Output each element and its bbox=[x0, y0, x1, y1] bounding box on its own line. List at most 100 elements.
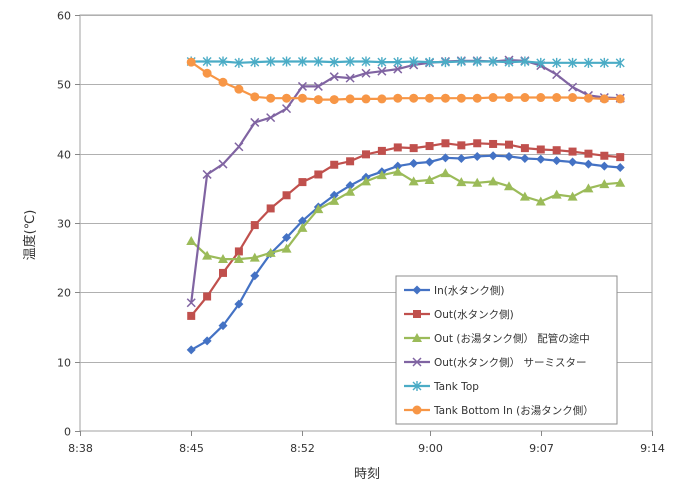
series-4-point bbox=[186, 298, 196, 308]
series-1-point bbox=[552, 156, 562, 166]
series-1-point bbox=[282, 233, 292, 243]
series-6-point bbox=[250, 92, 260, 102]
series-3-point bbox=[313, 204, 324, 214]
legend-swatch-marker bbox=[412, 285, 422, 295]
series-2-point bbox=[282, 191, 291, 200]
legend-swatch-marker bbox=[412, 381, 422, 391]
series-2-point bbox=[219, 268, 227, 277]
series-4-point bbox=[393, 64, 403, 74]
series-6-point bbox=[536, 93, 546, 103]
series-4-point bbox=[313, 81, 323, 91]
series-4-point bbox=[345, 73, 355, 83]
series-6-point bbox=[504, 93, 514, 103]
series-5-point bbox=[568, 57, 578, 68]
series-5-point bbox=[329, 57, 339, 68]
series-3-point bbox=[281, 243, 292, 253]
series-1-point bbox=[472, 151, 482, 161]
series-6-point bbox=[393, 93, 403, 103]
series-6-point bbox=[282, 93, 292, 103]
series-6-point bbox=[234, 84, 244, 94]
series-5-line bbox=[191, 60, 621, 64]
series-2-point bbox=[584, 149, 593, 158]
series-2-point bbox=[298, 178, 307, 187]
series-2-point bbox=[568, 147, 577, 156]
series-5-point bbox=[583, 57, 593, 68]
series-6-point bbox=[218, 77, 228, 87]
y-tick-label: 60 bbox=[57, 10, 71, 23]
series-2-point bbox=[330, 160, 339, 169]
series-3-point bbox=[233, 254, 244, 264]
series-1-point bbox=[345, 181, 355, 191]
series-1-point bbox=[488, 151, 498, 161]
series-5-point bbox=[456, 56, 466, 67]
series-2-point bbox=[600, 151, 609, 160]
series-2-point bbox=[520, 144, 529, 153]
series-2-point bbox=[393, 143, 402, 152]
series-6-point bbox=[297, 93, 307, 103]
series-6-line bbox=[190, 61, 621, 101]
series-5-point bbox=[552, 57, 562, 68]
series-5-point bbox=[472, 56, 482, 67]
series-1-point bbox=[568, 157, 578, 167]
y-tick-label: 50 bbox=[57, 79, 71, 92]
y-tick-label: 20 bbox=[57, 287, 71, 300]
series-5-point bbox=[599, 57, 609, 68]
series-2-point bbox=[505, 140, 513, 149]
series-4-point bbox=[266, 113, 276, 123]
series-3-point bbox=[345, 186, 356, 196]
y-tick-label: 40 bbox=[57, 149, 71, 162]
series-5-point bbox=[377, 57, 387, 68]
series-3-point bbox=[392, 166, 403, 176]
series-2-point bbox=[362, 150, 370, 159]
x-tick-label: 9:07 bbox=[529, 442, 554, 455]
series-6-point bbox=[520, 93, 530, 103]
series-5-point bbox=[218, 56, 228, 67]
series-5-point bbox=[266, 56, 276, 67]
x-tick-label: 9:00 bbox=[418, 442, 443, 455]
y-tick-label: 10 bbox=[57, 357, 71, 370]
series-6-point bbox=[472, 93, 482, 103]
series-5-point bbox=[361, 56, 371, 67]
series-1-point bbox=[297, 216, 307, 226]
series-1-point bbox=[536, 154, 546, 164]
series-3-point bbox=[472, 177, 483, 187]
series-2-point bbox=[552, 146, 561, 155]
series-2-point bbox=[203, 292, 212, 301]
series-3-line bbox=[190, 170, 621, 261]
series-6-point bbox=[345, 94, 355, 104]
series-3-point bbox=[504, 181, 514, 191]
legend: In(水タンク側) Out(水タンク側) Out (お湯タンク側） 配管の途中 Out… bbox=[395, 275, 618, 425]
series-3-point bbox=[599, 179, 610, 189]
series-4-point bbox=[218, 159, 228, 169]
series-2-point bbox=[314, 170, 323, 179]
series-6-point bbox=[583, 93, 593, 103]
series-2-point bbox=[536, 145, 545, 154]
y-tick-label: 0 bbox=[64, 426, 71, 439]
series-1-point bbox=[409, 158, 419, 168]
legend-swatch-marker bbox=[412, 333, 422, 342]
series-3-point bbox=[329, 195, 340, 205]
series-4-point bbox=[234, 142, 244, 152]
series-2-point bbox=[187, 311, 196, 320]
series-2-point bbox=[489, 139, 498, 148]
series-1-point bbox=[393, 161, 403, 171]
series-5 bbox=[186, 56, 625, 68]
legend-entry-label: Out(水タンク側) bbox=[434, 308, 514, 321]
series-6-point bbox=[361, 94, 371, 104]
series-2-point bbox=[441, 139, 450, 148]
x-tick-label: 8:52 bbox=[290, 442, 315, 455]
series-6-point bbox=[552, 93, 562, 103]
series-5-point bbox=[313, 56, 323, 67]
x-tick-label: 9:14 bbox=[640, 442, 665, 455]
series-lines bbox=[186, 55, 626, 355]
series-3-point bbox=[567, 191, 578, 201]
series-2-point bbox=[346, 157, 355, 166]
series-4-point bbox=[297, 81, 307, 91]
axes: 0 10 20 30 40 50 60 8:38 8:45 8:52 9:00 9:07 9:14 bbox=[57, 10, 665, 456]
series-3-point bbox=[361, 176, 371, 186]
series-6-point bbox=[313, 95, 323, 105]
series-6-point bbox=[456, 93, 466, 103]
series-2-point bbox=[473, 139, 482, 148]
series-1-point bbox=[218, 321, 228, 331]
